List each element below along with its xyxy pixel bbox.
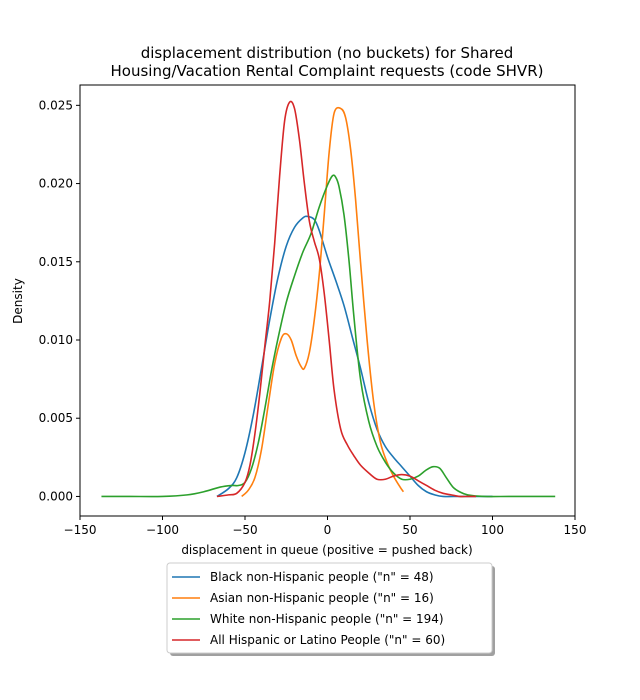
chart-title-line-1: displacement distribution (no buckets) f…	[141, 44, 514, 62]
series-line-1	[241, 106, 405, 498]
chart-title-line-2: Housing/Vacation Rental Complaint reques…	[111, 62, 544, 80]
x-tick-label: 100	[481, 523, 504, 537]
legend-label-3: All Hispanic or Latino People ("n" = 60)	[210, 633, 445, 647]
legend-label-2: White non-Hispanic people ("n" = 194)	[210, 612, 444, 626]
x-axis: −150 −100 −50 0 50 100 150	[64, 516, 587, 537]
x-tick-label: −50	[232, 523, 257, 537]
x-tick-label: 150	[564, 523, 587, 537]
x-tick-label: 50	[402, 523, 417, 537]
x-axis-label: displacement in queue (positive = pushed…	[181, 543, 472, 557]
y-axis-label: Density	[11, 278, 25, 324]
plot-background	[80, 85, 575, 516]
y-tick-label: 0.000	[39, 489, 73, 503]
y-tick-label: 0.025	[39, 98, 73, 112]
plot-area	[79, 84, 576, 517]
y-tick-label: 0.020	[39, 177, 73, 191]
legend-label-1: Asian non-Hispanic people ("n" = 16)	[210, 591, 434, 605]
chart-title: displacement distribution (no buckets) f…	[111, 44, 544, 80]
series-line-3	[216, 100, 476, 498]
x-tick-label: 0	[324, 523, 332, 537]
series-line-2	[101, 174, 556, 498]
legend: Black non-Hispanic people ("n" = 48) Asia…	[166, 562, 495, 656]
y-axis: 0.000 0.005 0.010 0.015 0.020 0.025	[39, 98, 80, 503]
x-tick-label: −150	[64, 523, 97, 537]
x-tick-label: −100	[146, 523, 179, 537]
legend-box	[166, 562, 493, 654]
y-tick-label: 0.015	[39, 255, 73, 269]
legend-label-0: Black non-Hispanic people ("n" = 48)	[210, 570, 434, 584]
y-tick-label: 0.005	[39, 411, 73, 425]
series-lines	[101, 100, 556, 498]
y-tick-label: 0.010	[39, 333, 73, 347]
